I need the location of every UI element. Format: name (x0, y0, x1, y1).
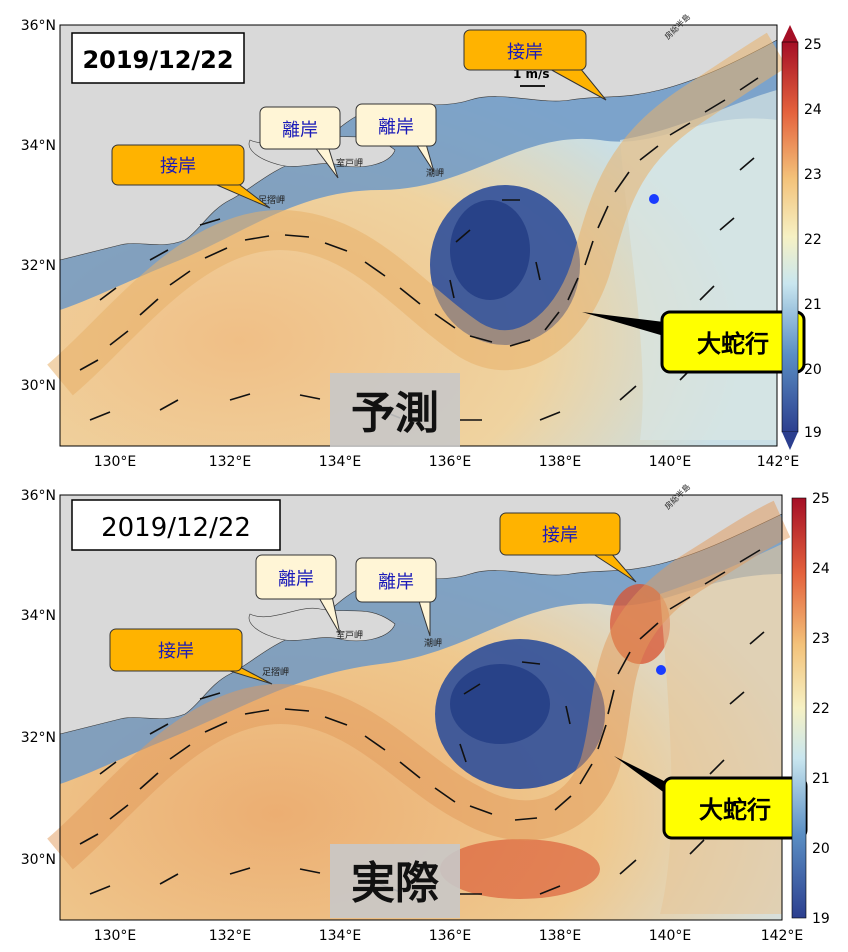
x-tick-134: 134°E (319, 928, 362, 944)
current-vectors (79, 549, 765, 895)
callout-meander-text: 大蛇行 (699, 796, 771, 824)
x-axis-ticks: 130°E 132°E 134°E 136°E 138°E 140°E 142°… (94, 454, 800, 470)
actual-label-box (330, 844, 460, 918)
x-tick-142: 142°E (757, 454, 800, 470)
date-text: 2019/12/22 (82, 46, 233, 74)
cb-tick-20: 20 (804, 362, 822, 378)
x-tick-130: 130°E (94, 454, 137, 470)
callout-rigan-1: 離岸 (259, 106, 341, 179)
colorbar: 25 24 23 22 21 20 19 (791, 491, 830, 927)
shionomisaki-label: 潮岬 (426, 167, 444, 179)
x-tick-142: 142°E (761, 928, 804, 944)
actual-panel: 足摺岬 室戸岬 潮岬 房総半島 2019/12/22 接岸 離岸 離岸 接岸 大… (0, 474, 848, 948)
cb-tick-22: 22 (804, 232, 822, 248)
y-tick-32: 32°N (21, 730, 56, 746)
observation-point (656, 665, 666, 675)
date-box (71, 499, 281, 551)
y-tick-36: 36°N (21, 488, 56, 504)
colorbar-ticks: 25 24 23 22 21 20 19 (812, 491, 830, 927)
y-tick-34: 34°N (21, 138, 56, 154)
colorbar: 25 24 23 22 21 20 19 (781, 25, 822, 450)
cb-tick-25: 25 (812, 491, 830, 507)
x-axis-ticks: 130°E 132°E 134°E 136°E 138°E 140°E 142°… (94, 928, 804, 944)
callout-rigan-1: 離岸 (255, 554, 341, 635)
forecast-panel: 足摺岬 室戸岬 潮岬 房総半島 1 m/s 2019/12/22 接岸 離岸 離… (0, 0, 848, 474)
y-tick-36: 36°N (21, 18, 56, 34)
cb-tick-19: 19 (812, 911, 830, 927)
forecast-map-figure: 足摺岬 室戸岬 潮岬 房総半島 1 m/s 2019/12/22 接岸 離岸 離… (21, 12, 822, 470)
cb-tick-20: 20 (812, 841, 830, 857)
y-tick-30: 30°N (21, 852, 56, 868)
y-axis-ticks: 36°N 34°N 32°N 30°N (21, 488, 56, 868)
callout-rigan-1-text: 離岸 (278, 569, 314, 590)
y-axis-ticks: 36°N 34°N 32°N 30°N (21, 18, 56, 394)
callout-setsugan-west: 接岸 (109, 628, 273, 685)
callout-rigan-2-text: 離岸 (378, 117, 414, 138)
x-tick-140: 140°E (649, 928, 692, 944)
x-tick-132: 132°E (209, 928, 252, 944)
ashizuri-label: 足摺岬 (262, 666, 289, 678)
callout-meander: 大蛇行 (582, 310, 806, 374)
observation-point (649, 194, 659, 204)
cb-tick-21: 21 (804, 297, 822, 313)
callout-setsugan-east: 接岸 (463, 29, 607, 101)
callout-setsugan-west: 接岸 (111, 144, 271, 209)
callout-rigan-2: 離岸 (355, 557, 437, 637)
cb-tick-22: 22 (812, 701, 830, 717)
date-text: 2019/12/22 (101, 513, 251, 543)
x-tick-130: 130°E (94, 928, 137, 944)
callout-rigan-1-text: 離岸 (282, 120, 318, 141)
cb-tick-19: 19 (804, 425, 822, 441)
callout-setsugan-east: 接岸 (499, 512, 637, 583)
ashizuri-label: 足摺岬 (258, 194, 285, 206)
callout-rigan-2-text: 離岸 (378, 572, 414, 593)
y-tick-30: 30°N (21, 378, 56, 394)
x-tick-138: 138°E (539, 454, 582, 470)
y-tick-34: 34°N (21, 608, 56, 624)
callout-meander-text: 大蛇行 (697, 330, 769, 358)
cb-tick-24: 24 (812, 561, 830, 577)
muroto-label: 室戸岬 (336, 157, 363, 169)
y-tick-32: 32°N (21, 258, 56, 274)
forecast-label: 予測 (351, 388, 439, 439)
cb-tick-23: 23 (812, 631, 830, 647)
callout-setsugan-west-text: 接岸 (160, 156, 196, 177)
x-tick-136: 136°E (429, 454, 472, 470)
shionomisaki-label: 潮岬 (424, 637, 442, 649)
x-tick-132: 132°E (209, 454, 252, 470)
callout-setsugan-west-text: 接岸 (158, 641, 194, 662)
cb-tick-21: 21 (812, 771, 830, 787)
x-tick-138: 138°E (539, 928, 582, 944)
callout-setsugan-east-text: 接岸 (542, 525, 578, 546)
muroto-label: 室戸岬 (336, 629, 363, 641)
callout-rigan-2: 離岸 (355, 103, 437, 173)
date-box (71, 32, 245, 84)
actual-label: 実際 (351, 858, 439, 909)
callout-setsugan-east-text: 接岸 (507, 42, 543, 63)
cb-tick-25: 25 (804, 37, 822, 53)
cb-tick-24: 24 (804, 102, 822, 118)
current-vectors (79, 77, 759, 421)
x-tick-134: 134°E (319, 454, 362, 470)
x-tick-140: 140°E (649, 454, 692, 470)
x-tick-136: 136°E (429, 928, 472, 944)
forecast-label-box (330, 373, 460, 447)
actual-map-figure: 足摺岬 室戸岬 潮岬 房総半島 2019/12/22 接岸 離岸 離岸 接岸 大… (21, 482, 830, 944)
colorbar-ticks: 25 24 23 22 21 20 19 (804, 37, 822, 441)
cb-tick-23: 23 (804, 167, 822, 183)
